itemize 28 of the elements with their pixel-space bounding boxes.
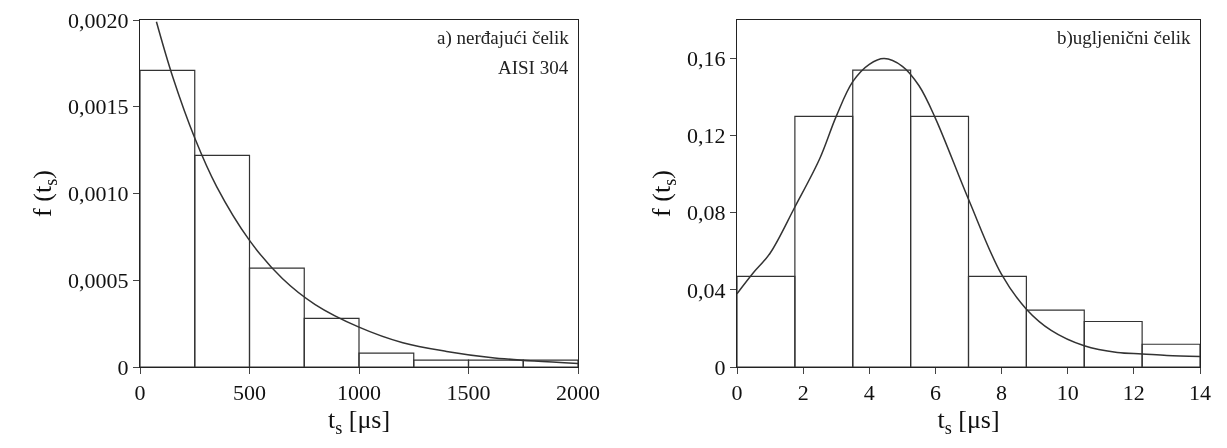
- x-tick-label: 1500: [446, 380, 491, 406]
- x-tick-label: 4: [863, 380, 875, 406]
- y-tick-label: 0,0005: [68, 267, 129, 293]
- y-tick-label: 0: [714, 354, 726, 380]
- x-axis-title: t$_{s}$ [μs]: [937, 405, 1000, 438]
- x-tick-label: 6: [929, 380, 941, 406]
- x-axis-title: t$_{s}$ [μs]: [327, 405, 391, 438]
- y-tick-label: 0,0015: [68, 94, 129, 120]
- y-tick-label: 0,0010: [68, 181, 129, 207]
- annotation: b)ugljenični čelik: [1057, 27, 1191, 49]
- y-tick-label: 0: [117, 354, 129, 380]
- x-tick-label: 1000: [337, 380, 381, 406]
- x-tick-label: 0: [731, 380, 743, 406]
- annotation: AISI 304: [498, 57, 569, 78]
- x-tick-label: 10: [1056, 380, 1079, 406]
- x-tick-label: 0: [134, 380, 146, 406]
- x-tick-label: 8: [996, 380, 1008, 406]
- annotation: a) nerđajući čelik: [437, 27, 570, 49]
- x-tick-label: 2000: [556, 380, 600, 406]
- y-tick-label: 0,0020: [68, 7, 129, 33]
- y-tick-label: 0,16: [687, 46, 726, 72]
- x-tick-label: 14: [1189, 380, 1211, 406]
- x-tick-label: 12: [1122, 380, 1145, 406]
- y-tick-label: 0,04: [687, 277, 726, 303]
- y-tick-label: 0,12: [687, 123, 726, 149]
- y-tick-label: 0,08: [687, 200, 726, 226]
- x-tick-label: 2: [797, 380, 809, 406]
- x-tick-label: 500: [233, 380, 266, 406]
